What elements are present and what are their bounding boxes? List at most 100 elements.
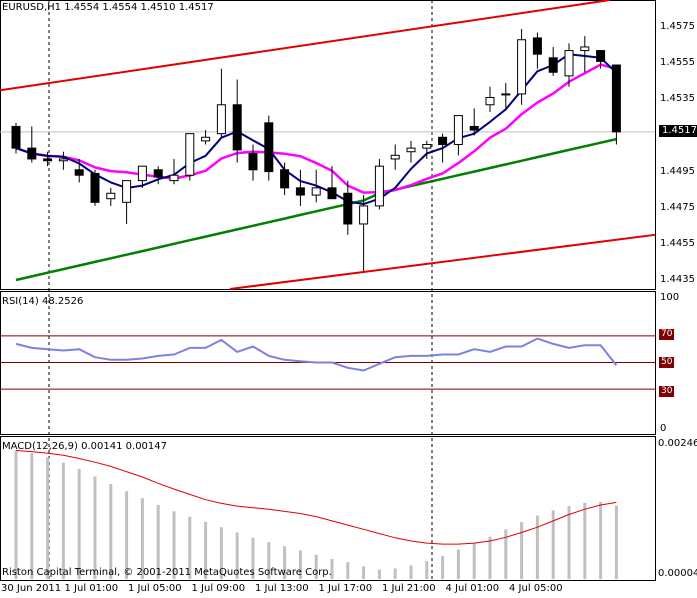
candle-bull — [311, 187, 321, 196]
candle-bull — [201, 136, 211, 142]
time-tick-label: 1 Jul 01:00 — [64, 583, 119, 594]
channel-lower-line — [229, 233, 656, 290]
price-tick-label: 1.4535 — [660, 93, 695, 105]
candle-bear — [74, 169, 84, 176]
candle-bull — [390, 154, 400, 160]
pane-border-3 — [0, 436, 656, 581]
time-tick-label: 4 Jul 01:00 — [445, 583, 500, 594]
macd-histogram-bar — [520, 521, 524, 579]
price-tick-label: 1.4495 — [660, 165, 695, 177]
candle-bull — [406, 147, 416, 153]
macd-histogram-bar — [219, 527, 223, 579]
candle-bear — [295, 187, 305, 196]
candle-bear — [27, 147, 37, 160]
candle-bull — [485, 97, 495, 106]
macd-scale-bottom: 0.00004 — [658, 568, 697, 579]
time-tick-label: 1 Jul 21:00 — [382, 583, 436, 594]
macd-histogram-bar — [251, 537, 255, 579]
macd-histogram-bar — [125, 491, 129, 579]
copyright-label: Riston Capital Terminal, © 2001-2011 Met… — [2, 567, 332, 578]
candle-bear — [43, 158, 53, 162]
candle-bear — [280, 169, 290, 189]
candle-bear — [264, 122, 274, 173]
rsi-level-70: 70 — [659, 329, 675, 340]
candle-bull — [169, 174, 179, 182]
macd-histogram-bar — [409, 565, 413, 579]
time-tick-label: 1 Jul 17:00 — [318, 583, 373, 594]
pane-border-1 — [0, 0, 656, 290]
macd-histogram-bar — [488, 536, 492, 579]
candle-bull — [58, 158, 68, 162]
candle-bull — [580, 46, 590, 52]
macd-histogram-bar — [172, 511, 176, 579]
macd-histogram-bar — [77, 469, 81, 579]
rsi-level-50: 50 — [659, 357, 675, 368]
price-tick-label: 1.4555 — [660, 57, 695, 69]
candle-bear — [327, 187, 337, 200]
macd-histogram-bar — [425, 561, 429, 579]
macd-histogram-bar — [599, 501, 603, 579]
candle-bear — [248, 153, 258, 171]
macd-histogram-bar — [61, 462, 65, 579]
candle-bear — [548, 57, 558, 73]
macd-histogram-bar — [346, 562, 350, 579]
candle-bull — [137, 165, 147, 182]
candle-bear — [438, 136, 448, 145]
macd-histogram-bar — [330, 558, 334, 579]
macd-histogram-bar — [188, 516, 192, 579]
macd-scale-top: 0.00246 — [658, 438, 697, 449]
candle-bear — [11, 125, 21, 149]
macd-histogram-bar — [140, 498, 144, 579]
macd-histogram-bar — [551, 510, 555, 579]
macd-histogram-bar — [535, 515, 539, 579]
macd-histogram-bar — [156, 505, 160, 579]
candle-bull — [216, 104, 226, 135]
candle-bear — [532, 37, 542, 55]
macd-histogram-bar — [583, 502, 587, 579]
channel-upper-line — [0, 0, 611, 92]
candle-bear — [153, 169, 163, 178]
price-tick-label: 1.4475 — [660, 201, 695, 213]
candle-bull — [422, 144, 432, 149]
candle-bull — [453, 115, 463, 145]
macd-pane-title: MACD(12,26,9) 0.00141 0.00147 — [2, 441, 168, 452]
macd-histogram-bar — [46, 457, 50, 579]
macd-histogram-bar — [235, 532, 239, 579]
candle-bull — [122, 180, 132, 203]
candle-bull — [359, 205, 369, 225]
candle-bear — [343, 192, 353, 225]
rsi-pane-title: RSI(14) 48.2526 — [2, 296, 84, 307]
rsi-line — [15, 337, 618, 372]
ohlc-label: 1.4554 1.4554 1.4510 1.4517 — [64, 2, 214, 13]
ma-mid-line — [15, 63, 617, 194]
macd-histogram-bar — [204, 521, 208, 579]
candle-bear — [232, 104, 242, 151]
macd-histogram-bar — [314, 554, 318, 579]
candle-bear — [90, 172, 100, 203]
candle-bull — [185, 133, 195, 176]
macd-histogram-bar — [283, 546, 287, 579]
candle-bull — [501, 93, 511, 96]
macd-histogram-bar — [298, 550, 302, 579]
macd-histogram-bar — [267, 542, 271, 579]
macd-histogram-bar — [472, 543, 476, 579]
price-tick-label: 1.4455 — [660, 237, 695, 249]
candle-bull — [517, 39, 527, 95]
price-tick-label: 1.4435 — [660, 273, 695, 285]
macd-histogram-bar — [14, 450, 18, 579]
candle-bull — [374, 165, 384, 207]
ma-slow-line — [15, 137, 617, 282]
candle-bear — [596, 50, 606, 62]
time-tick-label: 1 Jul 05:00 — [128, 583, 182, 594]
macd-histogram-bar — [362, 566, 366, 579]
candle-bear — [469, 125, 479, 131]
current-price-marker: 1.4517 — [659, 125, 697, 137]
macd-histogram-bar — [456, 549, 460, 579]
macd-histogram-bar — [441, 555, 445, 579]
rsi-scale-bottom: 0 — [660, 423, 667, 434]
time-tick-label: 30 Jun 2011 — [1, 583, 62, 594]
price-pane-title: EURUSD,H1 1.4554 1.4554 1.4510 1.4517 — [2, 2, 214, 13]
price-tick-label: 1.4575 — [660, 21, 695, 33]
time-tick-label: 1 Jul 09:00 — [191, 583, 246, 594]
